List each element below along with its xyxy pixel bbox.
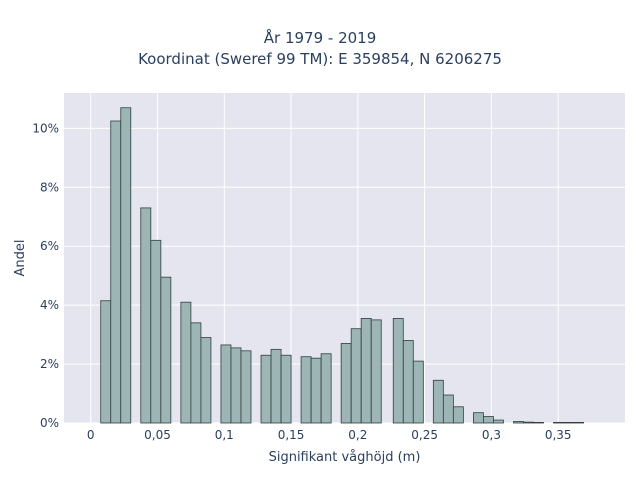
- histogram-bar: [573, 422, 584, 424]
- histogram-bar: [200, 337, 212, 424]
- histogram-bar: [270, 348, 282, 424]
- histogram-bar: [230, 347, 242, 424]
- histogram-bar: [260, 354, 272, 424]
- y-tick-label: 8%: [40, 180, 59, 194]
- histogram-bar: [350, 328, 362, 424]
- histogram-bar: [100, 300, 112, 424]
- y-axis-label: Andel: [13, 240, 28, 277]
- histogram-bar: [300, 356, 312, 424]
- histogram-bar: [402, 340, 414, 424]
- histogram-bar: [340, 343, 352, 424]
- histogram-bar: [150, 239, 162, 424]
- histogram-bar: [190, 322, 202, 424]
- histogram-bar: [120, 107, 132, 424]
- histogram-bar: [392, 318, 404, 424]
- y-tick-label: 6%: [40, 239, 59, 253]
- histogram-bar: [360, 318, 372, 424]
- histogram-bar: [160, 276, 172, 424]
- histogram-bar: [240, 350, 252, 424]
- x-tick-label: 0,25: [411, 428, 438, 442]
- histogram-bars: [100, 107, 584, 424]
- chart-subtitle: Koordinat (Sweref 99 TM): E 359854, N 62…: [138, 50, 502, 68]
- chart-title: År 1979 - 2019: [263, 29, 377, 47]
- histogram-bar: [320, 353, 332, 424]
- histogram-bar: [523, 421, 534, 424]
- x-tick-label: 0: [87, 428, 95, 442]
- x-tick-label: 0,1: [215, 428, 234, 442]
- y-tick-label: 0%: [40, 416, 59, 430]
- histogram-bar: [483, 416, 494, 424]
- histogram-bar: [533, 422, 544, 424]
- histogram-bar: [220, 344, 232, 424]
- x-tick-label: 0,2: [348, 428, 367, 442]
- y-tick-label: 2%: [40, 357, 59, 371]
- x-axis-label: Signifikant våghöjd (m): [269, 450, 421, 465]
- histogram-bar: [452, 406, 464, 424]
- histogram-bar: [310, 357, 322, 424]
- histogram-bar: [563, 422, 574, 424]
- histogram-bar: [180, 301, 192, 424]
- histogram-bar: [513, 421, 524, 424]
- histogram-bar: [412, 360, 424, 424]
- y-tick-label: 10%: [32, 121, 59, 135]
- histogram-bar: [370, 319, 382, 424]
- histogram-bar: [553, 422, 564, 424]
- histogram-bar: [140, 207, 152, 424]
- x-tick-label: 0,35: [545, 428, 572, 442]
- histogram-bar: [280, 354, 292, 424]
- histogram-bar: [442, 394, 454, 424]
- histogram-bar: [110, 120, 122, 424]
- x-tick-label: 0,15: [278, 428, 305, 442]
- x-tick-label: 0,3: [482, 428, 501, 442]
- x-tick-label: 0,05: [144, 428, 171, 442]
- x-axis-ticks: 0 0,05 0,1 0,15 0,2 0,25 0,3 0,35: [87, 428, 572, 442]
- histogram-bar: [472, 412, 484, 424]
- histogram-bar: [493, 419, 504, 424]
- histogram-bar: [432, 379, 444, 424]
- y-axis-ticks: 0% 2% 4% 6% 8% 10%: [32, 121, 59, 430]
- y-tick-label: 4%: [40, 298, 59, 312]
